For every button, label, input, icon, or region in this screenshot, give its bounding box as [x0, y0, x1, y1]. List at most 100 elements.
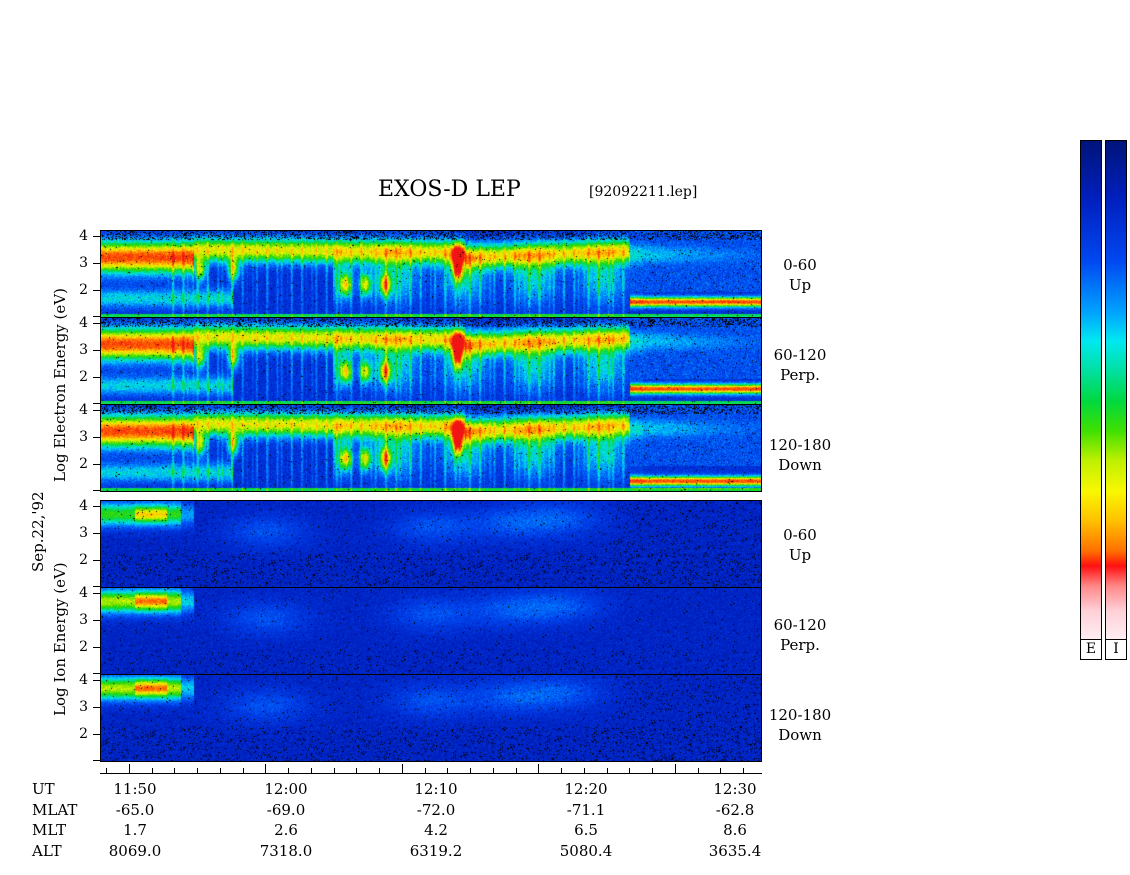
x-minor-tick	[174, 768, 175, 773]
y-tick-mark	[93, 560, 100, 561]
y-tick-mark	[93, 236, 100, 237]
ion-down-panel	[100, 674, 762, 762]
ion-colorbar: I	[1105, 140, 1127, 660]
y-tick-label: 2	[79, 369, 88, 385]
ion-axis-label: Log Ion Energy (eV)	[51, 562, 69, 716]
y-tick-label: 2	[79, 726, 88, 742]
x-major-tick	[265, 764, 266, 773]
y-tick-label: 4	[79, 498, 88, 514]
x-label-alt: 8069.0	[108, 842, 162, 860]
y-tick-mark	[93, 403, 100, 404]
x-minor-tick	[379, 768, 380, 773]
x-label-ut: 12:20	[564, 780, 608, 798]
y-tick-mark	[93, 437, 100, 438]
x-label-alt: 7318.0	[259, 842, 313, 860]
y-tick-mark	[93, 263, 100, 264]
x-minor-tick	[356, 768, 357, 773]
chart-title: EXOS-D LEP	[378, 177, 521, 202]
x-minor-tick	[493, 768, 494, 773]
x-label-mlat: -62.8	[715, 801, 755, 819]
x-label-mlat: -71.1	[566, 801, 606, 819]
ion-perp-panel	[100, 587, 762, 675]
x-label-mlt: 4.2	[424, 821, 448, 839]
x-label-mlt: 8.6	[723, 821, 747, 839]
x-minor-tick	[629, 768, 630, 773]
y-tick-mark	[93, 506, 100, 507]
electron-colorbar-label: E	[1081, 639, 1101, 659]
file-label: [92092211.lep]	[589, 184, 698, 200]
ion-up-spectrogram	[101, 501, 761, 587]
x-major-tick	[538, 764, 539, 773]
y-tick-mark	[93, 680, 100, 681]
panel-label-ion-perp: 60-120 Perp.	[773, 616, 827, 654]
x-minor-tick	[561, 768, 562, 773]
y-tick-label: 2	[79, 282, 88, 298]
x-major-tick	[675, 764, 676, 773]
panel-label-electron-perp: 60-120 Perp.	[773, 346, 827, 384]
panel-label-electron-down: 120-180 Down	[768, 436, 832, 474]
electron-up-spectrogram	[101, 231, 761, 317]
y-tick-label: 4	[79, 585, 88, 601]
x-minor-tick	[516, 768, 517, 773]
x-minor-tick	[152, 768, 153, 773]
y-tick-mark	[93, 350, 100, 351]
y-tick-mark	[93, 673, 100, 674]
y-tick-label: 2	[79, 552, 88, 568]
y-tick-mark	[93, 490, 100, 491]
electron-colorbar: E	[1080, 140, 1102, 660]
x-label-alt: 3635.4	[708, 842, 762, 860]
x-label-mlt: 6.5	[574, 821, 598, 839]
x-minor-tick	[334, 768, 335, 773]
y-tick-label: 4	[79, 672, 88, 688]
electron-perp-spectrogram	[101, 318, 761, 404]
ion-perp-spectrogram	[101, 588, 761, 674]
ion-colorbar-label: I	[1106, 639, 1126, 659]
x-minor-tick	[197, 768, 198, 773]
x-minor-tick	[584, 768, 585, 773]
x-label-ut: 12:10	[414, 780, 458, 798]
y-tick-mark	[93, 323, 100, 324]
x-label-mlat: -65.0	[115, 801, 155, 819]
y-tick-label: 3	[79, 342, 88, 358]
y-tick-label: 3	[79, 699, 88, 715]
y-tick-mark	[93, 410, 100, 411]
x-label-mlat: -69.0	[266, 801, 306, 819]
x-minor-tick	[220, 768, 221, 773]
row-name-ut: UT	[32, 780, 55, 798]
y-tick-mark	[93, 533, 100, 534]
y-tick-mark	[93, 377, 100, 378]
x-label-ut: 11:50	[113, 780, 157, 798]
y-tick-label: 4	[79, 402, 88, 418]
electron-down-panel	[100, 404, 762, 492]
electron-perp-panel	[100, 317, 762, 405]
row-name-mlat: MLAT	[32, 801, 78, 819]
x-label-mlt: 1.7	[123, 821, 147, 839]
y-tick-label: 3	[79, 255, 88, 271]
x-minor-tick	[447, 768, 448, 773]
x-minor-tick	[720, 768, 721, 773]
x-label-mlat: -72.0	[416, 801, 456, 819]
x-minor-tick	[652, 768, 653, 773]
ion-down-spectrogram	[101, 675, 761, 761]
x-label-mlt: 2.6	[274, 821, 298, 839]
electron-up-panel	[100, 230, 762, 318]
y-tick-label: 3	[79, 429, 88, 445]
ion-up-panel	[100, 500, 762, 588]
x-label-alt: 6319.2	[409, 842, 463, 860]
x-label-ut: 12:00	[264, 780, 308, 798]
y-tick-mark	[93, 593, 100, 594]
y-tick-label: 3	[79, 525, 88, 541]
x-minor-tick	[743, 768, 744, 773]
row-name-mlt: MLT	[32, 821, 67, 839]
electron-axis-label: Log Electron Energy (eV)	[51, 288, 69, 482]
y-tick-mark	[93, 734, 100, 735]
x-minor-tick	[425, 768, 426, 773]
y-tick-label: 2	[79, 639, 88, 655]
panel-label-electron-up: 0-60 Up	[783, 256, 817, 294]
y-tick-mark	[93, 647, 100, 648]
x-minor-tick	[288, 768, 289, 773]
x-minor-tick	[470, 768, 471, 773]
x-minor-tick	[243, 768, 244, 773]
x-label-ut: 12:30	[713, 780, 757, 798]
x-minor-tick	[698, 768, 699, 773]
